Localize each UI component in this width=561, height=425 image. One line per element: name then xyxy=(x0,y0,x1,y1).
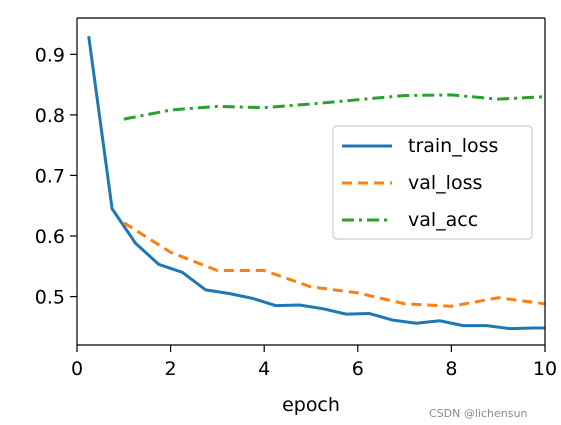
y-tick-label: 0.8 xyxy=(35,105,65,127)
series-line-train_loss xyxy=(87,35,545,331)
series-layer xyxy=(87,35,546,331)
series-line-val_loss xyxy=(122,221,546,308)
y-axis-ticks: 0.5 0.6 0.7 0.8 0.9 xyxy=(35,44,77,309)
x-tick-label: 0 xyxy=(71,358,83,380)
x-axis-ticks: 0 2 4 6 8 10 xyxy=(71,345,557,380)
x-axis-label: epoch xyxy=(282,394,340,416)
x-tick-label: 2 xyxy=(165,358,177,380)
y-tick-label: 0.5 xyxy=(35,287,65,309)
legend: train_loss val_loss val_acc xyxy=(332,125,533,240)
x-tick-label: 10 xyxy=(533,358,557,380)
y-tick-label: 0.9 xyxy=(35,44,65,66)
axes xyxy=(76,17,546,346)
series-line-val_acc xyxy=(123,93,546,121)
y-tick-label: 0.6 xyxy=(35,226,65,248)
legend-label-val_acc: val_acc xyxy=(408,209,478,231)
x-tick-label: 8 xyxy=(445,358,457,380)
x-tick-label: 4 xyxy=(258,358,270,380)
x-tick-label: 6 xyxy=(352,358,364,380)
legend-label-val_loss: val_loss xyxy=(408,172,482,194)
legend-label-train_loss: train_loss xyxy=(408,135,498,157)
watermark: CSDN @lichensun xyxy=(429,407,527,420)
y-tick-label: 0.7 xyxy=(35,165,65,187)
legend-items: train_loss val_loss val_acc xyxy=(342,135,498,231)
legend-box xyxy=(332,125,533,240)
